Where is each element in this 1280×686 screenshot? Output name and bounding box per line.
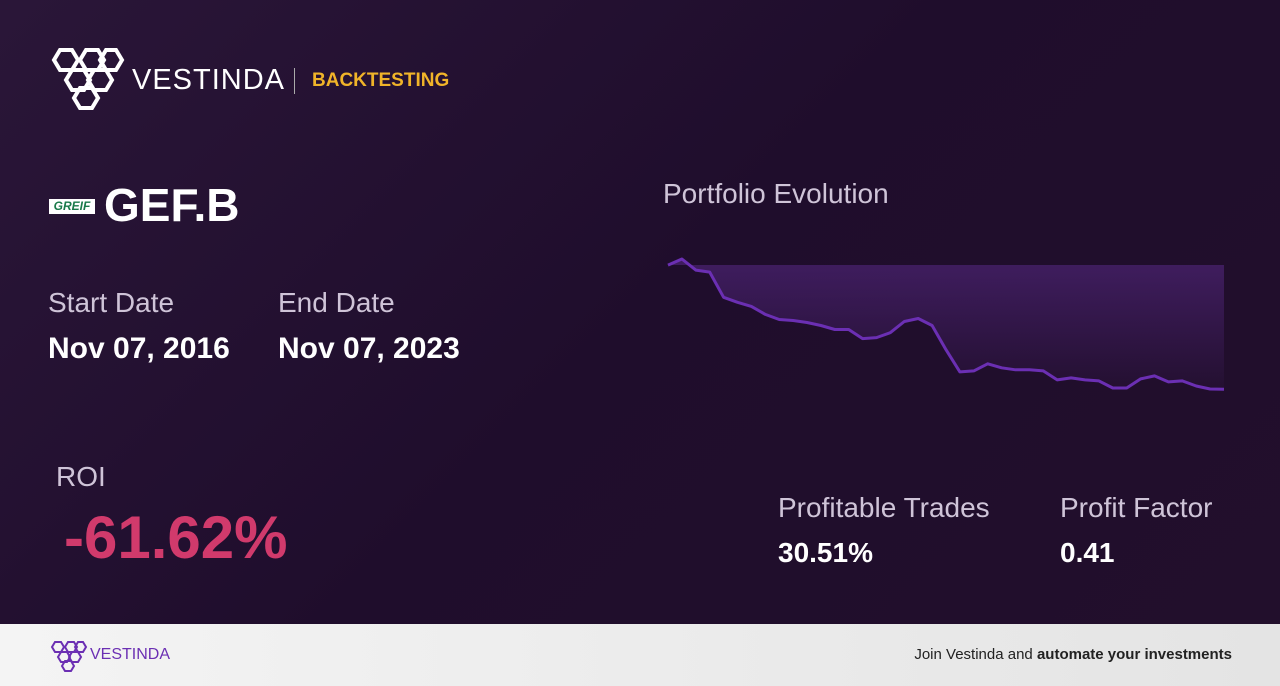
stat-label: Profit Factor <box>1060 492 1213 523</box>
stat-label: Profitable Trades <box>778 492 990 523</box>
footer-logo <box>50 641 88 672</box>
end-date: Nov 07, 2023 <box>278 332 460 365</box>
footer: VESTINDA Join Vestinda and automate your… <box>0 624 1280 686</box>
card: VESTINDA BACKTESTING GREIF GEF.B Start D… <box>0 0 1280 624</box>
section-name: BACKTESTING <box>312 70 450 91</box>
divider <box>294 68 295 94</box>
footer-brand: VESTINDA <box>90 646 171 663</box>
chart-title: Portfolio Evolution <box>663 178 889 209</box>
line <box>667 257 1225 391</box>
footer-bold: automate your investments <box>1036 646 1232 663</box>
chart <box>667 257 1225 391</box>
ticker-logo: GREIF <box>49 199 95 214</box>
end-label: End Date <box>278 287 395 318</box>
ticker-symbol: GEF.B <box>104 179 240 231</box>
roi-value: -61.62% <box>64 504 288 571</box>
footer-text: Join Vestinda and <box>914 646 1033 663</box>
stat-value: 30.51% <box>778 537 873 568</box>
roi-label: ROI <box>56 461 106 492</box>
start-label: Start Date <box>48 287 175 318</box>
start-date: Nov 07, 2016 <box>48 332 230 365</box>
footer-cta: Join Vestinda and automate your investme… <box>914 646 1232 663</box>
area-fill <box>668 259 1224 390</box>
stat-value: 0.41 <box>1060 537 1115 568</box>
brand-logo <box>51 48 125 110</box>
brand-name: VESTINDA <box>132 64 286 96</box>
